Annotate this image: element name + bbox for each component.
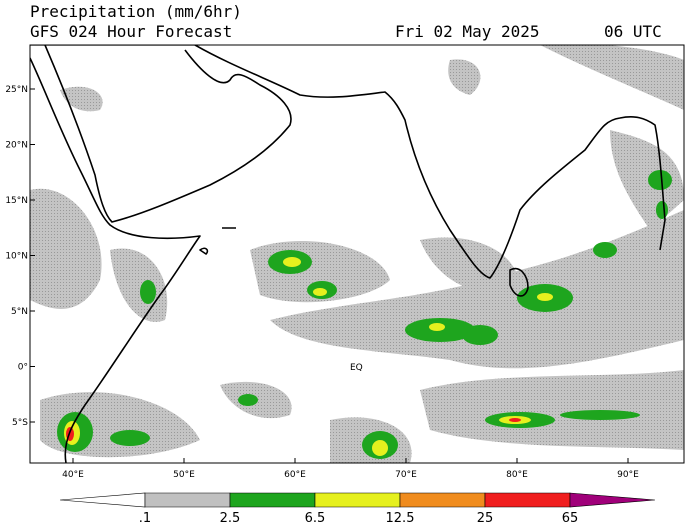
lon-label: 60°E [284, 470, 306, 480]
lat-label: 20°N [5, 141, 28, 151]
title: Precipitation (mm/6hr) [30, 2, 242, 21]
lat-label: 25°N [5, 85, 28, 95]
map-frame [29, 44, 685, 464]
equator-label: EQ [350, 363, 363, 373]
lat-label: 15°N [5, 196, 28, 206]
colorbar-label: 6.5 [305, 511, 326, 525]
colorbar-segment [484, 492, 571, 508]
subtitle: GFS 024 Hour Forecast [30, 22, 232, 41]
lon-label: 70°E [395, 470, 417, 480]
coastlines [30, 45, 666, 463]
lon-label: 40°E [62, 470, 84, 480]
colorbar-segment [569, 492, 656, 508]
map-area [30, 45, 684, 463]
date: Fri 02 May 2025 [395, 22, 540, 41]
time: 06 UTC [604, 22, 662, 41]
colorbar-segment [399, 492, 486, 508]
lon-label: 50°E [173, 470, 195, 480]
lat-label: 5°N [11, 307, 28, 317]
lat-label: 10°N [5, 252, 28, 262]
lon-label: 90°E [617, 470, 639, 480]
colorbar-label: 65 [562, 511, 579, 525]
colorbar-segment [314, 492, 401, 508]
lon-label: 80°E [506, 470, 528, 480]
colorbar-segment [144, 492, 231, 508]
colorbar-label: .1 [139, 511, 151, 525]
colorbar-label: 2.5 [220, 511, 241, 525]
colorbar-label: 12.5 [386, 511, 415, 525]
lat-label: 5°S [12, 418, 28, 428]
colorbar-segment [229, 492, 316, 508]
colorbar-label: 25 [477, 511, 494, 525]
lat-label: 0° [18, 363, 28, 373]
colorbar-segment [59, 492, 146, 508]
